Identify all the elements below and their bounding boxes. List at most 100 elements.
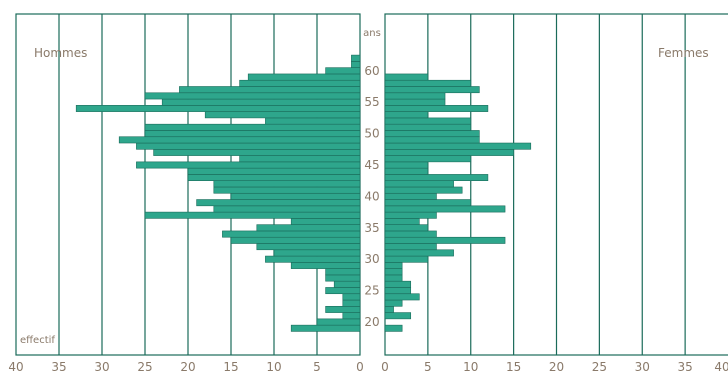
age-tick-label: 35: [364, 221, 379, 235]
women-bar: [384, 211, 437, 219]
age-unit-label: ans: [363, 28, 381, 39]
age-tick-label: 50: [364, 127, 379, 141]
men-bar: [161, 98, 361, 106]
women-bar: [384, 287, 412, 295]
men-bar: [213, 186, 361, 194]
women-x-tick-label: 30: [635, 360, 650, 374]
count-unit-label: effectif: [20, 335, 55, 346]
women-bar: [384, 224, 429, 232]
men-x-tick-label: 20: [180, 360, 195, 374]
men-bar: [213, 180, 361, 188]
men-bar: [144, 211, 361, 219]
men-x-tick-label: 10: [266, 360, 281, 374]
women-bar: [384, 130, 480, 138]
women-bar: [384, 73, 429, 81]
men-bar: [136, 142, 361, 150]
men-x-tick-label: 0: [356, 360, 364, 374]
men-bar: [290, 324, 361, 332]
men-bar: [239, 79, 361, 87]
women-bar: [384, 136, 480, 144]
age-tick-label: 40: [364, 189, 379, 203]
men-bar: [144, 130, 361, 138]
men-bar: [187, 174, 361, 181]
men-bar: [290, 262, 361, 269]
men-x-tick-label: 15: [223, 360, 238, 374]
men-bar: [265, 255, 361, 263]
women-bar: [384, 117, 472, 125]
women-bar: [384, 192, 437, 200]
men-bar: [213, 205, 361, 213]
men-bar: [239, 155, 361, 163]
age-tick-label: 20: [364, 315, 379, 329]
men-bar: [144, 92, 361, 100]
men-bar: [342, 293, 361, 301]
men-bar: [230, 236, 361, 244]
women-bar: [384, 312, 412, 320]
men-bar: [325, 287, 361, 295]
men-label: Hommes: [34, 46, 87, 60]
women-bar: [384, 205, 506, 213]
women-bar: [384, 255, 429, 263]
men-bar: [256, 224, 361, 232]
men-bar: [179, 86, 361, 94]
men-bar: [204, 111, 361, 119]
women-bar: [384, 111, 429, 119]
men-bar: [333, 280, 361, 288]
men-bar: [351, 61, 361, 68]
age-tick-label: 30: [364, 252, 379, 266]
men-bar: [325, 67, 361, 75]
women-bar: [384, 155, 472, 163]
men-bar: [325, 268, 361, 276]
women-x-tick-label: 5: [424, 360, 432, 374]
men-bar: [256, 243, 361, 251]
age-tick-label: 25: [364, 284, 379, 298]
men-bar: [222, 230, 361, 238]
women-x-tick-label: 35: [677, 360, 692, 374]
men-bar: [265, 117, 361, 125]
women-bar: [384, 293, 420, 301]
women-bar: [384, 262, 403, 269]
women-x-tick-label: 25: [592, 360, 607, 374]
women-bar: [384, 149, 514, 156]
men-x-tick-label: 30: [94, 360, 109, 374]
men-bar: [342, 299, 361, 307]
women-bar: [384, 86, 480, 94]
men-bar: [196, 199, 361, 207]
men-bar: [273, 249, 361, 257]
age-tick-label: 60: [364, 64, 379, 78]
women-bar: [384, 324, 403, 332]
men-x-tick-label: 40: [8, 360, 23, 374]
men-bar: [325, 305, 361, 313]
women-bar: [384, 105, 489, 112]
women-bar: [384, 299, 403, 307]
women-bar: [384, 249, 454, 257]
men-bar: [325, 274, 361, 282]
age-tick-label: 45: [364, 158, 379, 172]
women-bar: [384, 218, 420, 225]
men-bar: [351, 54, 361, 62]
men-bar: [136, 161, 361, 169]
women-x-tick-label: 40: [714, 360, 728, 374]
women-bar: [384, 92, 446, 100]
women-x-tick-label: 0: [381, 360, 389, 374]
women-bar: [384, 98, 446, 106]
men-bar: [342, 312, 361, 320]
women-bar: [384, 161, 429, 169]
women-bar: [384, 199, 472, 207]
women-x-tick-label: 10: [463, 360, 478, 374]
women-bar: [384, 186, 463, 194]
men-bar: [144, 123, 361, 131]
men-x-tick-label: 35: [51, 360, 66, 374]
men-x-tick-label: 25: [137, 360, 152, 374]
women-bar: [384, 280, 412, 288]
women-bar: [384, 230, 437, 238]
women-bar: [384, 79, 472, 87]
women-bar: [384, 167, 429, 175]
age-tick-label: 55: [364, 95, 379, 109]
men-bar: [247, 73, 361, 81]
men-bar: [187, 167, 361, 175]
men-bar: [75, 105, 361, 112]
women-label: Femmes: [658, 46, 709, 60]
women-x-tick-label: 15: [506, 360, 521, 374]
